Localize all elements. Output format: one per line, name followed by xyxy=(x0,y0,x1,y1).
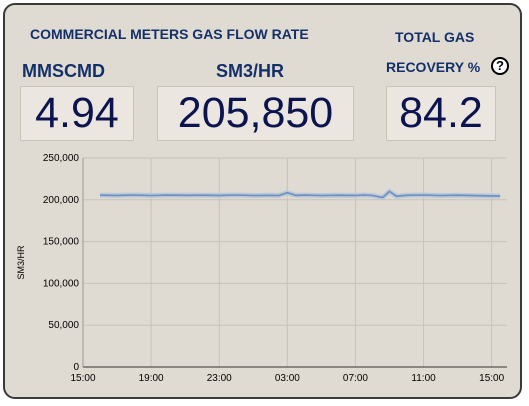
x-axis-ticks: 15:00 19:00 23:00 03:00 07:00 11:00 15:00 xyxy=(70,373,504,384)
x-tick-label: 15:00 xyxy=(479,373,504,384)
dashboard-panel: COMMERCIAL METERS GAS FLOW RATE TOTAL GA… xyxy=(3,3,522,399)
x-tick-label: 07:00 xyxy=(343,373,368,384)
mmscmd-label: MMSCMD xyxy=(22,61,105,81)
mmscmd-value: 4.94 xyxy=(20,86,134,141)
x-tick-label: 23:00 xyxy=(207,373,232,384)
x-tick-label: 03:00 xyxy=(275,373,300,384)
y-tick-label: 50,000 xyxy=(48,320,79,331)
panel-title: COMMERCIAL METERS GAS FLOW RATE xyxy=(30,26,309,42)
series-line-glow xyxy=(99,188,501,200)
total-gas-label: TOTAL GAS xyxy=(395,29,475,45)
y-axis-ticks: 0 50,000 100,000 150,000 200,000 250,000 xyxy=(43,153,80,373)
x-tick-label: 11:00 xyxy=(411,373,436,384)
sm3-hr-value: 205,850 xyxy=(157,86,354,141)
x-tick-label: 15:00 xyxy=(70,373,95,384)
y-tick-label: 250,000 xyxy=(43,153,80,164)
x-tick-label: 19:00 xyxy=(139,373,164,384)
y-tick-label: 0 xyxy=(73,362,79,373)
y-tick-label: 150,000 xyxy=(43,237,80,248)
y-tick-label: 200,000 xyxy=(43,195,80,206)
recovery-label: RECOVERY % xyxy=(386,59,481,75)
gas-recovery-value: 84.2 xyxy=(386,86,496,141)
question-circle-icon[interactable]: ? xyxy=(491,57,509,75)
series-line xyxy=(99,190,501,199)
chart-series xyxy=(99,188,501,200)
y-axis-title: SM3/HR xyxy=(16,245,26,280)
sm3-hr-label: SM3/HR xyxy=(216,61,285,81)
y-tick-label: 100,000 xyxy=(43,278,80,289)
chart-grid xyxy=(82,157,507,368)
chart-axes xyxy=(82,158,507,368)
gas-flow-chart: 0 50,000 100,000 150,000 200,000 250,000 15:0… xyxy=(16,153,507,384)
